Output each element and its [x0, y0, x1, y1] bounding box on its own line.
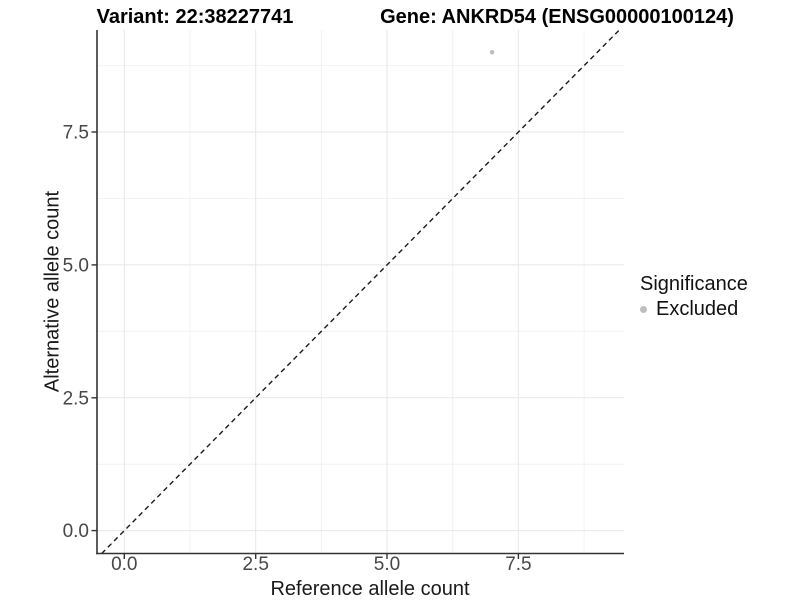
legend-item-label: Excluded: [656, 298, 739, 320]
variant-title: Variant: 22:38227741: [96, 6, 294, 28]
legend-point-icon: [640, 305, 647, 313]
legend-title: Significance: [640, 273, 748, 295]
x-tick-label: 2.5: [242, 554, 268, 575]
x-axis-title: Reference allele count: [270, 578, 470, 600]
y-tick-label: 7.5: [63, 123, 89, 144]
legend: Significance Excluded: [640, 272, 748, 321]
gene-title: Gene: ANKRD54 (ENSG00000100124): [380, 6, 734, 28]
data-point: [489, 50, 495, 55]
x-tick-label: 7.5: [505, 554, 531, 575]
y-tick-label: 2.5: [63, 388, 89, 409]
x-tick-label: 5.0: [374, 554, 400, 575]
y-tick-label: 5.0: [63, 255, 89, 276]
x-tick-label: 0.0: [111, 554, 137, 575]
y-tick-label: 0.0: [63, 521, 89, 542]
identity-line: [101, 29, 620, 554]
legend-item-excluded: Excluded: [640, 297, 748, 321]
